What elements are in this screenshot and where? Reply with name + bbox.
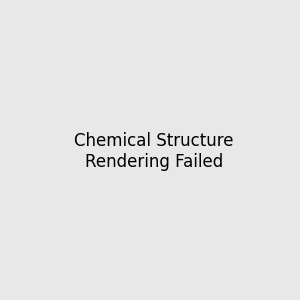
Text: Chemical Structure
Rendering Failed: Chemical Structure Rendering Failed (74, 132, 233, 171)
